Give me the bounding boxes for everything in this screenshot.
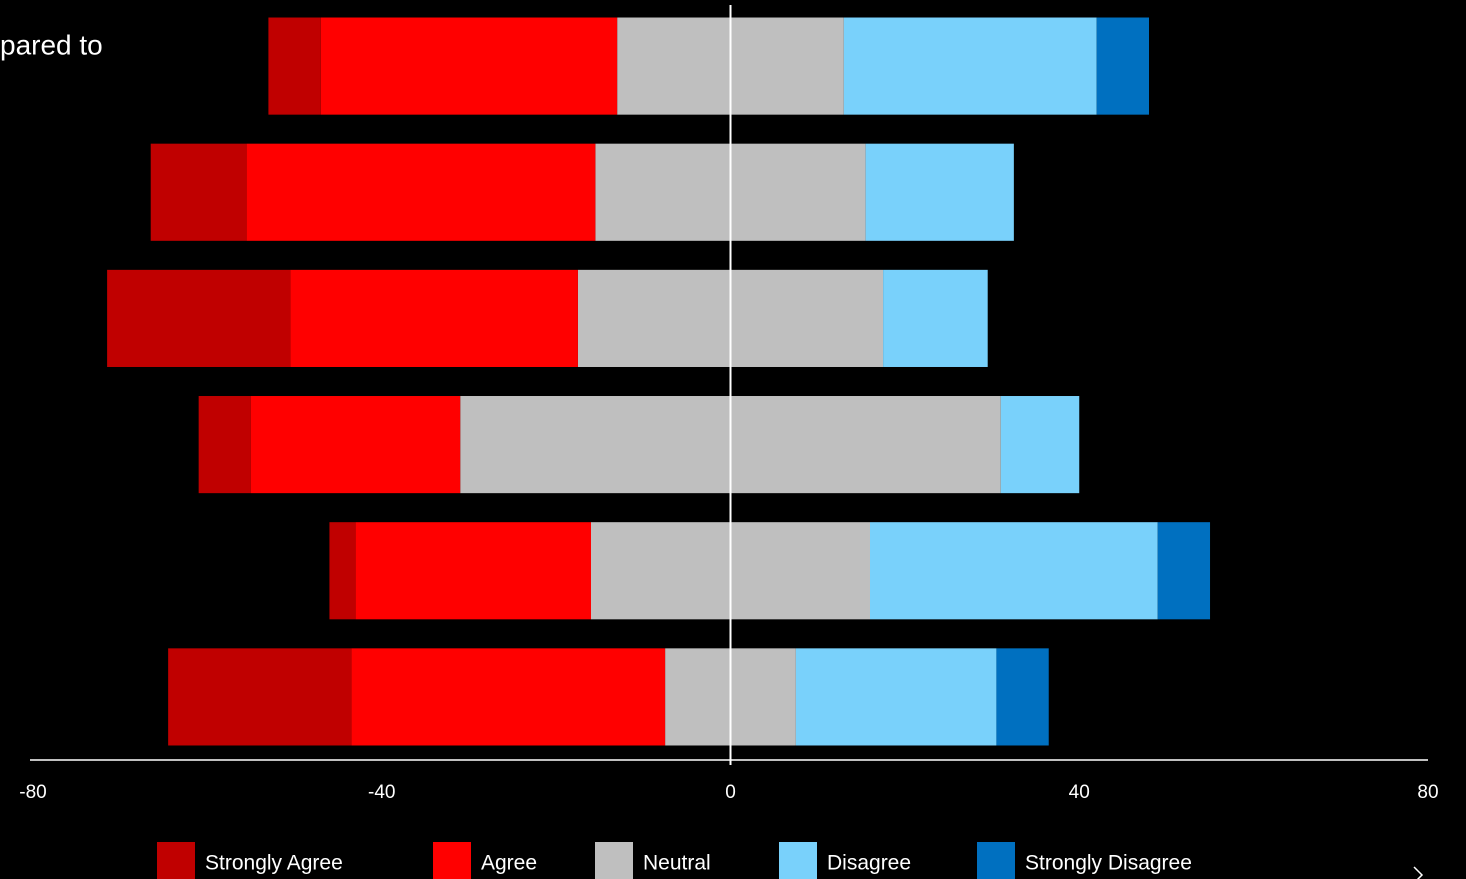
bar-segment [329,522,356,620]
legend-swatch [977,842,1015,879]
bar-segment [268,17,321,115]
chart-title: pared to [0,29,103,60]
legend-label: Disagree [827,852,911,875]
bar-segment [198,396,251,494]
bar-segment [250,396,461,494]
legend-swatch [779,842,817,879]
bar-segment [870,522,1158,620]
bar-segment [795,648,997,746]
bar-segment [1096,17,1149,115]
bar-segment [351,648,666,746]
bar-segment [883,269,988,367]
bar-segment [1000,396,1080,494]
bar-segment [320,17,618,115]
bar-segment [1157,522,1211,620]
x-tick-label: -80 [19,782,46,803]
legend-swatch [595,842,633,879]
x-tick-label: 80 [1417,782,1438,803]
bar-segment [168,648,352,746]
x-tick-label: 40 [1069,782,1090,803]
bar-segment [355,522,591,620]
legend-label: Strongly Agree [205,852,343,875]
x-tick-label: -40 [368,782,395,803]
bar-segment [246,143,596,241]
bar-segment [150,143,247,241]
bar-segment [843,17,1097,115]
bar-segment [290,269,578,367]
bar-segment [865,143,1014,241]
legend-swatch [157,842,195,879]
next-arrow[interactable] [1413,866,1424,879]
legend-swatch [433,842,471,879]
legend-label: Neutral [643,852,711,875]
legend-label: Strongly Disagree [1025,852,1192,875]
x-tick-label: 0 [725,782,736,803]
bar-segment [996,648,1049,746]
bar-segment [107,269,291,367]
legend-label: Agree [481,852,537,875]
